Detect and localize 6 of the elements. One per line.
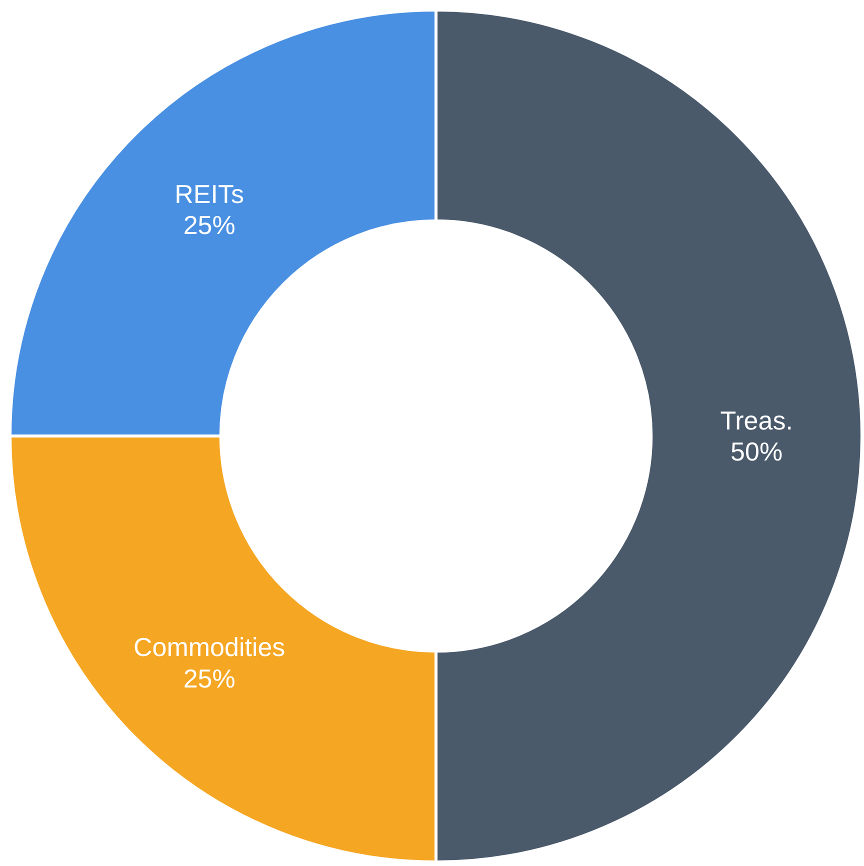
- data-label: 25%: [183, 663, 236, 694]
- slice-label: Treas.: [720, 406, 793, 436]
- slice-label: Commodities: [133, 632, 286, 662]
- slice-label: REITs: [174, 178, 244, 209]
- data-label: 50%: [730, 436, 783, 467]
- data-label: 25%: [183, 210, 236, 240]
